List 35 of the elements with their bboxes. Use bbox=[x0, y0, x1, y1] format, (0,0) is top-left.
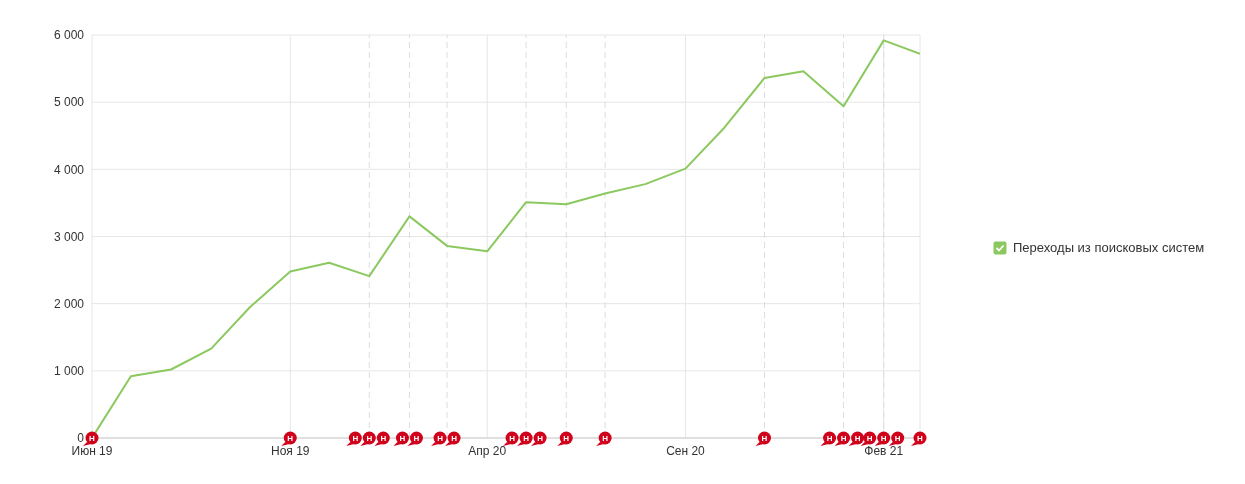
y-tick-label: 2 000 bbox=[53, 296, 85, 311]
annotation: Н bbox=[523, 434, 530, 443]
y-tick-label: 5 000 bbox=[53, 95, 85, 110]
annotation: Н bbox=[380, 434, 387, 443]
annotation: Н bbox=[366, 434, 373, 443]
annotation: Н bbox=[352, 434, 359, 443]
annotation: Н bbox=[854, 434, 861, 443]
annotation: Н bbox=[437, 434, 444, 443]
annotation: Н bbox=[537, 434, 544, 443]
y-tick-label: 4 000 bbox=[53, 162, 85, 177]
annotation: Н bbox=[287, 434, 294, 443]
x-tick-label: Апр 20 bbox=[468, 443, 507, 458]
annotation: Н bbox=[826, 434, 833, 443]
annotation: Н bbox=[880, 434, 887, 443]
annotation: Н bbox=[917, 434, 924, 443]
x-tick-label: Ноя 19 bbox=[270, 443, 310, 458]
y-tick-label: 3 000 bbox=[53, 229, 85, 244]
annotation: Н bbox=[89, 434, 96, 443]
annotation: Н bbox=[413, 434, 420, 443]
y-tick-label: 1 000 bbox=[53, 364, 85, 379]
annotation: Н bbox=[509, 434, 516, 443]
annotation: Н bbox=[602, 434, 609, 443]
x-tick-label: Фев 21 bbox=[864, 443, 904, 458]
y-tick-label: 6 000 bbox=[53, 28, 85, 43]
annotation: Н bbox=[761, 434, 768, 443]
x-tick-label: Июн 19 bbox=[71, 443, 113, 458]
y-tick-label: 0 bbox=[77, 431, 85, 446]
x-tick-label: Сен 20 bbox=[666, 443, 706, 458]
annotation: Н bbox=[894, 434, 901, 443]
annotation: Н bbox=[399, 434, 406, 443]
legend-label: Переходы из поисковых систем bbox=[1013, 240, 1205, 255]
annotation: Н bbox=[840, 434, 847, 443]
annotation: Н bbox=[563, 434, 570, 443]
annotation: Н bbox=[451, 434, 458, 443]
annotation: Н bbox=[866, 434, 873, 443]
